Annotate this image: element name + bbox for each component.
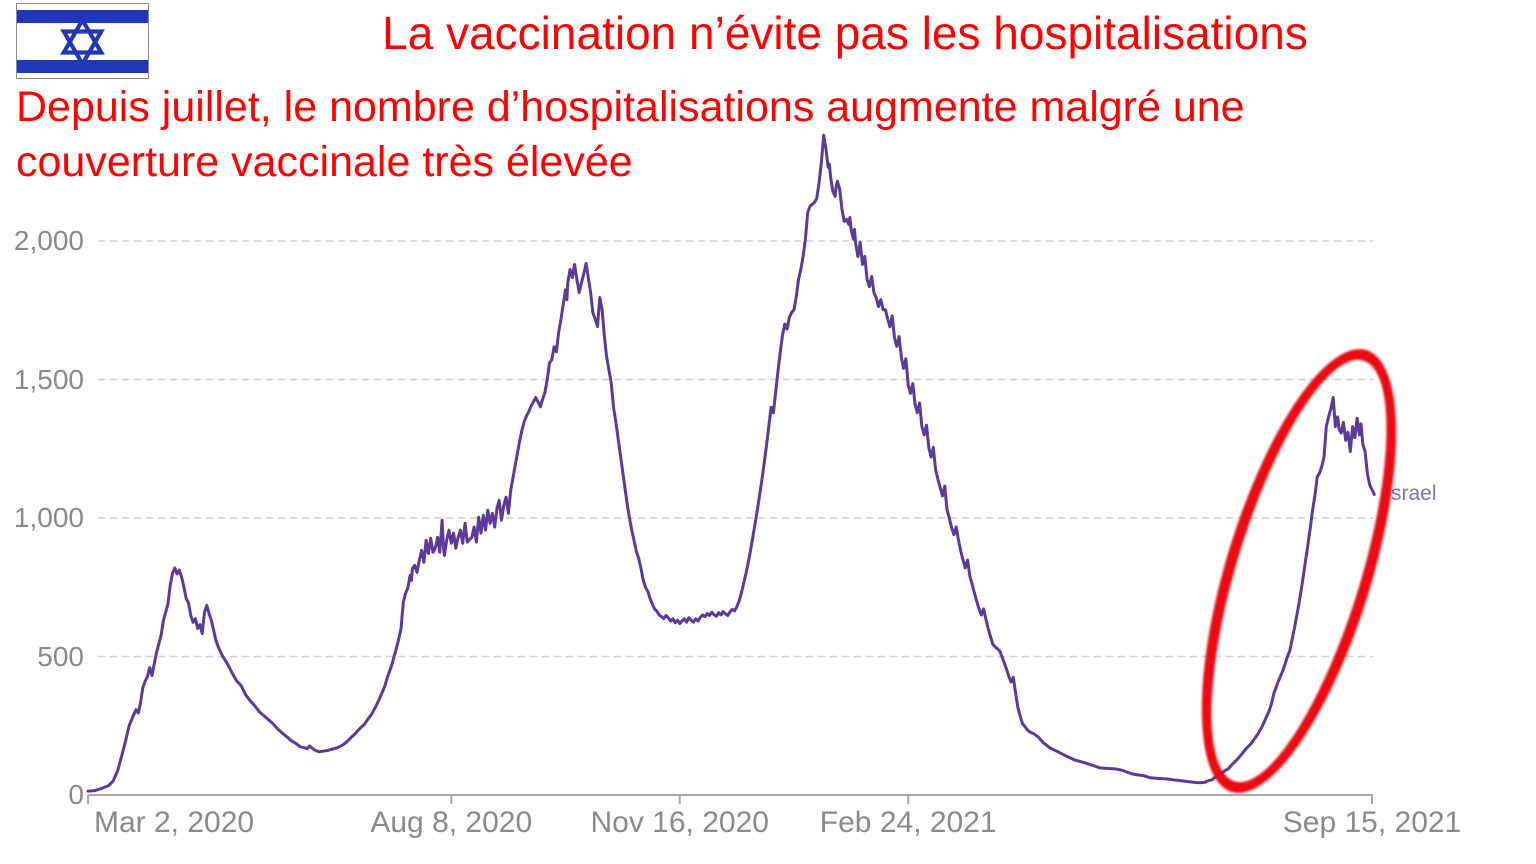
star-of-david-down-triangle xyxy=(60,29,105,69)
subtitle-line-2: couverture vaccinale très élevée xyxy=(16,138,633,187)
page-title: La vaccination n’évite pas les hospitali… xyxy=(382,7,1308,59)
x-axis-label-sep-15-2021: Sep 15, 2021 xyxy=(1282,806,1462,839)
israel-flag xyxy=(16,3,149,79)
y-axis-label-0: 0 xyxy=(68,779,84,810)
star-of-david-up-triangle xyxy=(60,15,105,55)
x-axis-label-feb-24-2021: Feb 24, 2021 xyxy=(819,806,997,839)
y-axis-label-1500: 1,500 xyxy=(13,363,84,395)
page-subtitle: Depuis juillet, le nombre d’hospitalisat… xyxy=(16,80,1476,190)
subtitle-line-1: Depuis juillet, le nombre d’hospitalisat… xyxy=(16,83,1245,131)
x-axis-label-mar-2-2020: Mar 2, 2020 xyxy=(94,806,255,839)
x-axis-label-aug-8-2020: Aug 8, 2020 xyxy=(370,806,533,839)
x-axis-label-nov-16-2020: Nov 16, 2020 xyxy=(590,806,769,839)
israel-flag-icon xyxy=(16,3,149,79)
y-axis-label-2000: 2,000 xyxy=(13,225,84,256)
series-label-israel: srael xyxy=(1391,482,1437,505)
y-axis-label-1000: 1,000 xyxy=(13,502,84,533)
y-axis-label-500: 500 xyxy=(37,640,84,672)
hospitalizations-line xyxy=(86,133,1376,793)
